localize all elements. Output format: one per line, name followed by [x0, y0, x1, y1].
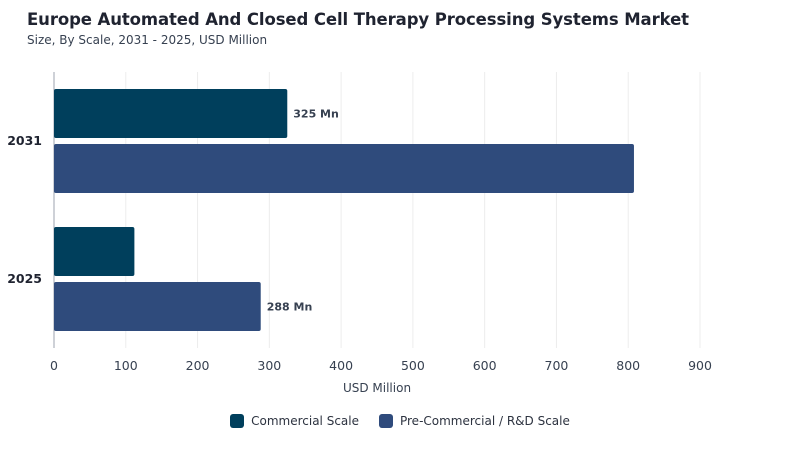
- data-label: 288 Mn: [267, 301, 313, 314]
- chart-title: Europe Automated And Closed Cell Therapy…: [27, 10, 689, 29]
- x-tick-label: 600: [473, 358, 497, 373]
- legend-swatch-commercial: [230, 414, 245, 428]
- x-tick-label: 300: [257, 358, 281, 373]
- x-tick-label: 100: [114, 358, 138, 373]
- chart-subtitle: Size, By Scale, 2031 - 2025, USD Million: [27, 33, 268, 47]
- legend-label-precommercial: Pre-Commercial / R&D Scale: [399, 414, 570, 428]
- x-tick-label: 700: [545, 358, 569, 373]
- legend-item-commercial[interactable]: Commercial Scale: [230, 414, 359, 428]
- bar-precommercial-2025: [54, 282, 261, 331]
- x-tick-label: 500: [401, 358, 425, 373]
- data-label: 325 Mn: [293, 108, 339, 121]
- x-tick-label: 0: [50, 358, 58, 373]
- legend-label-commercial: Commercial Scale: [251, 414, 359, 428]
- y-tick-label: 2031: [7, 133, 42, 148]
- x-axis-title: USD Million: [343, 381, 411, 395]
- bar-commercial-2031: [54, 89, 288, 138]
- bar-precommercial-2031: [54, 144, 634, 193]
- y-tick-label: 2025: [7, 271, 42, 286]
- x-tick-label: 800: [616, 358, 640, 373]
- legend-item-precommercial[interactable]: Pre-Commercial / R&D Scale: [378, 414, 570, 428]
- x-tick-label: 200: [186, 358, 210, 373]
- legend-swatch-precommercial: [378, 414, 393, 428]
- x-tick-label: 400: [329, 358, 353, 373]
- x-tick-label: 900: [688, 358, 712, 373]
- bar-commercial-2025: [54, 227, 135, 276]
- chart-legend: Commercial Scale Pre-Commercial / R&D Sc…: [0, 414, 800, 428]
